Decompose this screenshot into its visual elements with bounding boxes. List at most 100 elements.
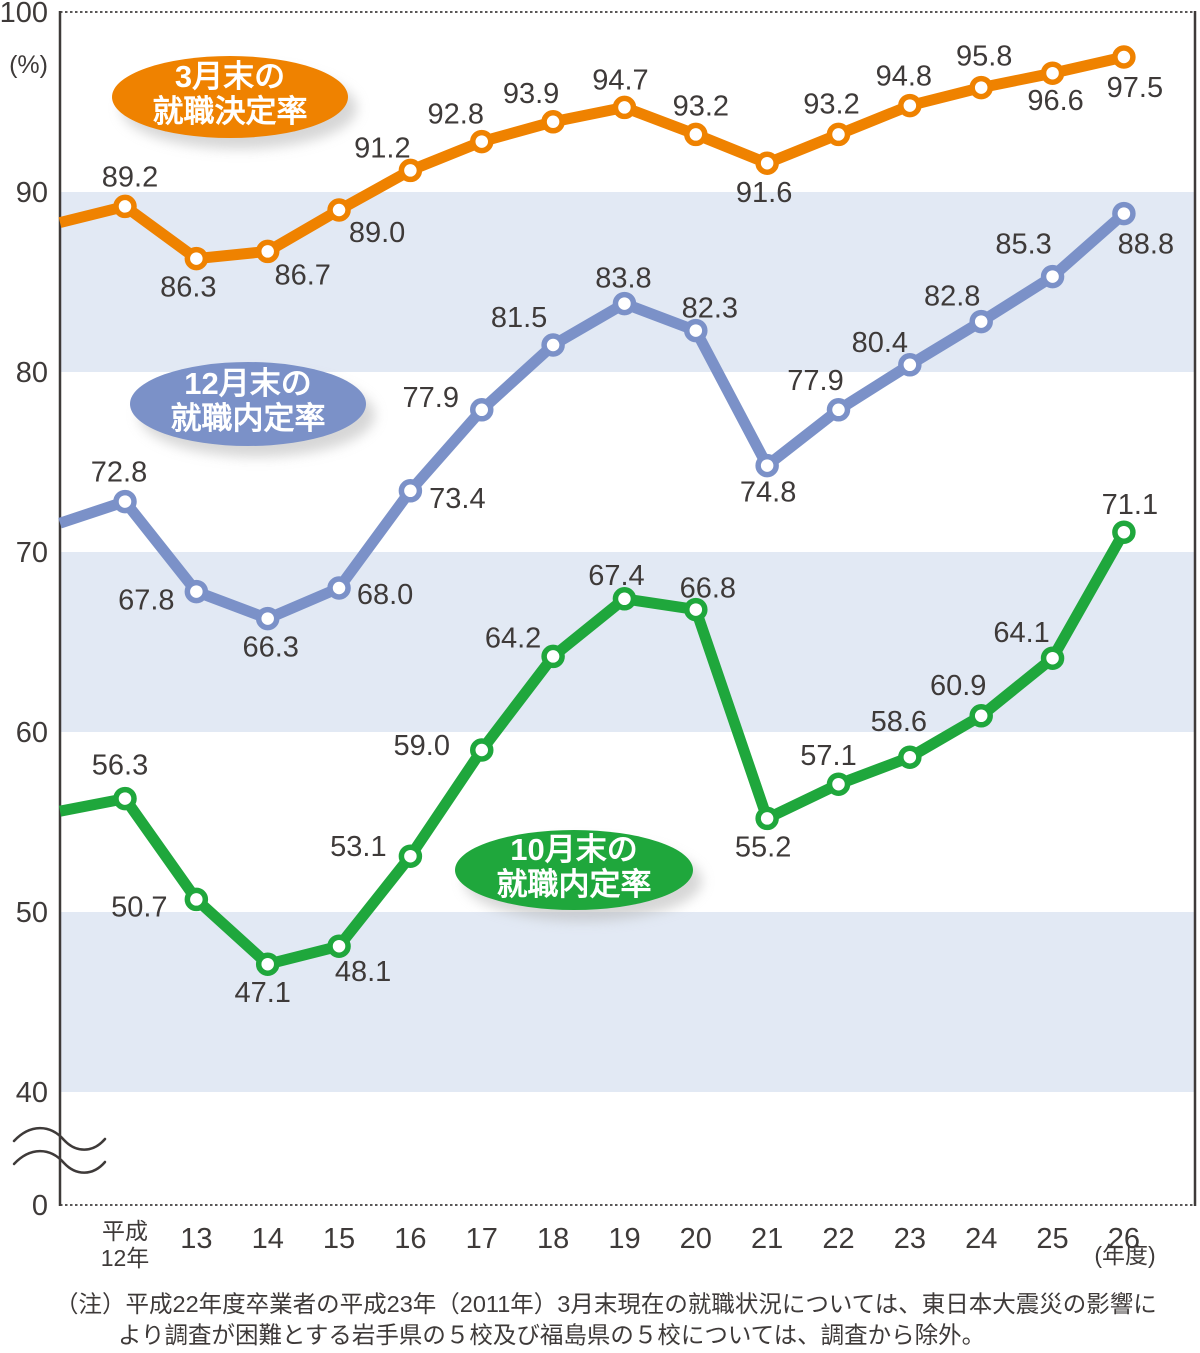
data-point-marker [612, 587, 637, 611]
y-tick-label: 40 [16, 1077, 48, 1109]
data-point-label: 47.1 [234, 977, 290, 1009]
badge-label-line1: 10月末の [510, 832, 637, 867]
data-point-marker [1112, 201, 1136, 226]
x-tick-label: 13 [180, 1223, 212, 1255]
x-tick-label: 23 [894, 1223, 926, 1255]
data-point-label: 86.3 [160, 272, 216, 304]
data-point-label: 95.8 [956, 41, 1012, 73]
series-line [58, 529, 1129, 970]
data-point-marker [1040, 646, 1065, 670]
data-point-marker [398, 844, 423, 868]
data-point-label: 50.7 [111, 891, 167, 923]
data-point-marker [755, 453, 779, 478]
data-point-label: 88.8 [1118, 229, 1174, 261]
y-tick-label: 70 [16, 537, 48, 569]
data-point-marker [969, 309, 993, 334]
data-point-marker [969, 704, 993, 728]
x-tick-label: 14 [252, 1223, 284, 1255]
data-point-label: 53.1 [330, 831, 386, 863]
data-point-marker [1112, 45, 1136, 69]
x-tick-label: 19 [608, 1223, 640, 1255]
data-point-label: 92.8 [428, 99, 484, 131]
data-point-label: 48.1 [335, 956, 391, 988]
data-point-marker [184, 887, 209, 912]
y-tick-label: 0 [32, 1190, 48, 1222]
data-point-label: 93.2 [803, 88, 859, 120]
data-point-marker [755, 806, 779, 831]
x-tick-label: 15 [323, 1223, 355, 1255]
y-axis-tick-labels: 100 90 80 70 60 50 40 0 [0, 0, 48, 1222]
badge-label-line2: 就職決定率 [153, 94, 308, 129]
y-tick-label: 100 [0, 0, 48, 29]
data-point-marker [470, 398, 494, 422]
employment-rate-line-chart: 100 90 80 70 60 50 40 0 (%) 平成 12年 13 14 15 16 17 18 19… [0, 0, 1197, 1271]
data-point-label: 64.2 [485, 622, 541, 654]
badge-ellipse [455, 830, 693, 910]
y-tick-label: 80 [16, 357, 48, 389]
data-point-marker [184, 579, 209, 604]
data-point-marker [184, 246, 209, 271]
data-point-marker [327, 576, 351, 600]
data-point-label: 60.9 [930, 670, 986, 702]
data-point-marker [1040, 61, 1065, 85]
data-point-label: 91.6 [736, 177, 792, 209]
data-point-marker [684, 597, 708, 622]
data-point-marker [684, 122, 708, 147]
data-point-label: 59.0 [394, 730, 450, 762]
data-point-label: 71.1 [1102, 489, 1158, 521]
x-tick-label: 20 [680, 1223, 712, 1255]
data-point-label: 94.8 [876, 61, 932, 93]
data-point-marker [898, 745, 922, 769]
grid-band [60, 912, 1195, 1092]
data-point-marker [398, 479, 423, 503]
grid-band [60, 192, 1195, 372]
footnote: （注）平成22年度卒業者の平成23年（2011年）3月末現在の就職状況については… [55, 1289, 1195, 1351]
data-point-marker [826, 122, 851, 147]
data-point-marker [684, 318, 708, 343]
data-point-label: 77.9 [787, 365, 843, 397]
data-point-marker [255, 239, 280, 264]
series-december-offer-rate: 72.8 67.8 66.3 68.0 73.4 77.9 81.5 83.8 82.3 74.8… [58, 201, 1174, 664]
data-point-marker [541, 110, 565, 134]
data-point-marker [1040, 264, 1065, 289]
y-tick-label: 60 [16, 717, 48, 749]
series-march-final-rate: 89.2 86.3 86.7 89.0 91.2 92.8 93.9 94.7 93.2 91.6… [58, 41, 1163, 304]
x-tick-label: 17 [466, 1223, 498, 1255]
data-point-marker [327, 934, 351, 958]
badge-label-line1: 12月末の [184, 366, 311, 401]
x-tick-label: 24 [965, 1223, 997, 1255]
data-point-marker [113, 489, 137, 514]
data-point-label: 89.0 [349, 217, 405, 249]
data-point-marker [541, 333, 565, 357]
x-tick-label: 22 [822, 1223, 854, 1255]
data-point-marker [470, 738, 494, 762]
x-tick-label: 18 [537, 1223, 569, 1255]
data-point-label: 80.4 [852, 327, 908, 359]
data-point-label: 55.2 [735, 831, 791, 863]
y-axis-unit-label: (%) [9, 51, 48, 79]
x-tick-label: 26 [1108, 1223, 1140, 1255]
series-line [58, 209, 1128, 625]
data-point-marker [898, 353, 922, 377]
data-point-label: 56.3 [92, 750, 148, 782]
data-point-label: 86.7 [274, 259, 330, 291]
data-point-marker [898, 93, 922, 118]
data-point-marker [1112, 520, 1136, 544]
data-point-label: 74.8 [740, 477, 796, 509]
x-axis-tick-labels: 平成 12年 13 14 15 16 17 18 19 20 21 22 23 24 25 26 [101, 1218, 1140, 1271]
data-point-label: 82.8 [924, 281, 980, 313]
data-point-label: 85.3 [995, 229, 1051, 261]
data-point-label: 68.0 [357, 579, 413, 611]
badge-ellipse [112, 56, 348, 138]
x-axis-unit-label: (年度) [1094, 1242, 1155, 1268]
data-point-label: 82.3 [682, 293, 738, 325]
data-point-label: 66.3 [242, 632, 298, 664]
data-point-label: 77.9 [403, 382, 459, 414]
data-point-marker [612, 95, 637, 120]
data-point-label: 89.2 [102, 161, 158, 193]
data-point-label: 72.8 [91, 457, 147, 489]
